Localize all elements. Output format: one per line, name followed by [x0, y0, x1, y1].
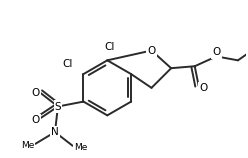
Text: N: N [51, 127, 59, 137]
Text: S: S [55, 101, 61, 112]
Text: Me: Me [74, 143, 87, 152]
Text: Me: Me [21, 141, 34, 150]
Text: O: O [212, 47, 220, 58]
Text: O: O [199, 83, 208, 93]
Text: Cl: Cl [62, 59, 73, 69]
Text: Cl: Cl [104, 42, 114, 52]
Text: O: O [31, 88, 39, 98]
Text: O: O [31, 115, 39, 125]
Text: O: O [147, 46, 156, 55]
